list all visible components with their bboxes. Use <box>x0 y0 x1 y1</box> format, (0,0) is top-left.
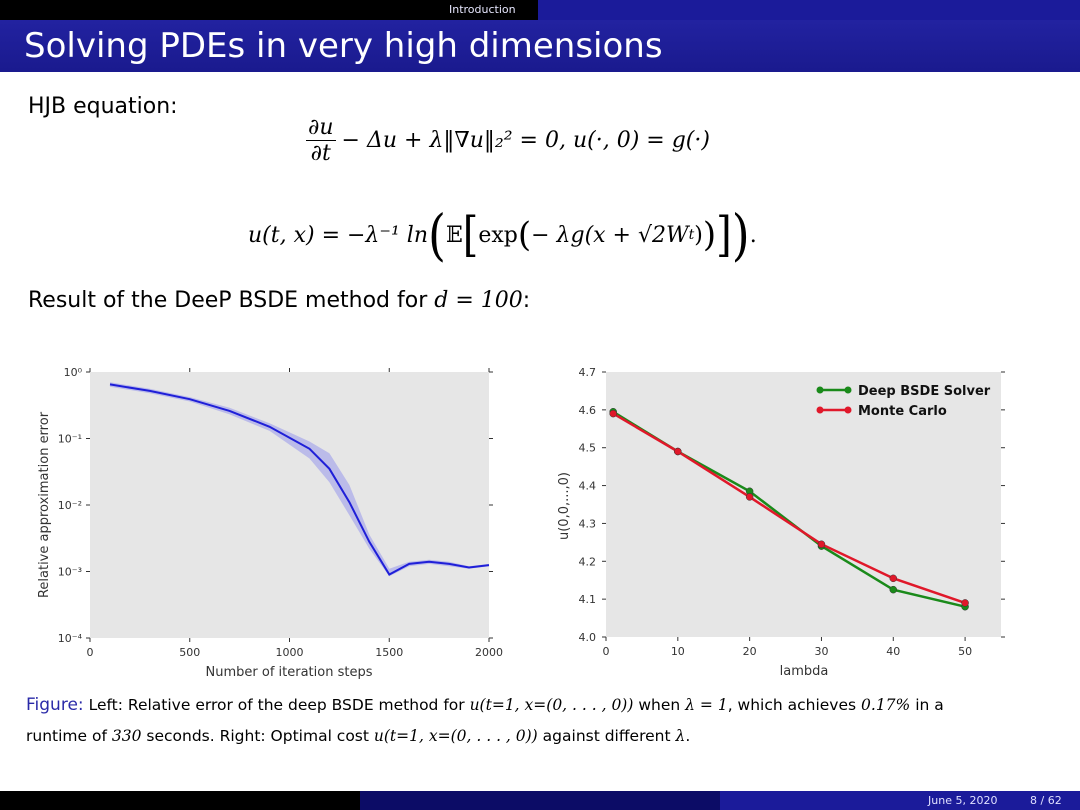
caption-l2-math3: λ <box>675 727 686 745</box>
right-x-tick-label: 30 <box>814 645 828 658</box>
frame-title: Solving PDEs in very high dimensions <box>24 26 663 66</box>
frame-title-bar: Solving PDEs in very high dimensions <box>0 20 1080 72</box>
nav-left-segment <box>0 0 538 20</box>
footer-right-segment: June 5, 2020 8 / 62 <box>720 791 1080 810</box>
caption-l1-math3: 0.17% <box>861 696 911 714</box>
figure-caption: Figure: Left: Relative error of the deep… <box>26 690 1056 752</box>
exp-argument: − λg(x + √2W <box>531 222 689 248</box>
right-y-axis-label: u(0,0,...,0) <box>557 472 572 540</box>
right-x-tick-label: 40 <box>886 645 900 658</box>
med-right-paren: ) <box>702 215 717 255</box>
legend-label-0: Deep BSDE Solver <box>858 384 991 399</box>
right-y-tick-label: 4.0 <box>579 631 597 644</box>
inner-close-paren: ) <box>694 222 703 248</box>
left-x-tick-label: 1500 <box>375 646 403 659</box>
figure-label: Figure: <box>26 695 84 715</box>
caption-l1-math2: λ = 1 <box>685 696 728 714</box>
hjb-equation-rest: − Δu + λ‖∇u‖₂² = 0, u(·, 0) = g(·) <box>341 128 710 153</box>
series-point-1 <box>817 540 826 548</box>
footer-page-number: 8 / 62 <box>1030 794 1062 807</box>
caption-l2b: seconds. Right: Optimal cost <box>146 727 369 745</box>
slide-footer: June 5, 2020 8 / 62 <box>0 791 1080 810</box>
left-x-tick-label: 500 <box>179 646 200 659</box>
result-text: Result of the DeeP BSDE method for <box>28 288 428 313</box>
series-point-1 <box>674 447 682 456</box>
result-heading: Result of the DeeP BSDE method for d = 1… <box>28 288 530 313</box>
big-right-paren: ) <box>731 202 750 268</box>
result-colon: : <box>522 288 531 313</box>
right-y-tick-label: 4.3 <box>579 517 597 530</box>
w-subscript: t <box>688 227 695 243</box>
right-x-tick-label: 0 <box>603 645 610 658</box>
series-point-1 <box>609 409 617 418</box>
left-x-tick-label: 2000 <box>475 646 503 659</box>
solution-formula: u(t, x) = −λ⁻¹ ln ( 𝔼 [ exp ( − λg(x + √… <box>248 207 757 262</box>
left-y-tick-label: 10⁻¹ <box>58 433 82 446</box>
med-left-paren: ( <box>517 215 532 255</box>
right-y-tick-label: 4.5 <box>579 442 597 455</box>
left-plot-area <box>90 372 489 638</box>
right-y-tick-label: 4.2 <box>579 555 597 568</box>
series-line-1 <box>612 412 966 605</box>
relative-error-line <box>109 383 490 576</box>
series-point-1 <box>961 599 969 607</box>
legend-marker-1 <box>816 406 824 414</box>
exp-operator: exp <box>478 222 518 248</box>
footer-middle-segment <box>360 791 720 810</box>
big-left-bracket: [ <box>462 207 479 263</box>
caption-l1d: in a <box>915 696 944 714</box>
right-x-tick-label: 20 <box>743 645 757 658</box>
legend-marker-0 <box>844 386 852 394</box>
legend-label-1: Monte Carlo <box>858 404 947 419</box>
section-navigation-bar: Introduction <box>0 0 1080 20</box>
right-x-tick-label: 10 <box>671 645 685 658</box>
right-y-tick-label: 4.7 <box>579 366 597 379</box>
relative-error-chart: 0 500 1000 1500 2000 10⁰ 10⁻¹ 10⁻² 10⁻³ 10⁻⁴ Numb… <box>37 366 503 680</box>
nav-section-link[interactable]: Introduction <box>449 3 516 16</box>
hjb-equation: ∂u ∂t − Δu + λ‖∇u‖₂² = 0, u(·, 0) = g(·) <box>306 115 710 166</box>
caption-l1b: when <box>638 696 681 714</box>
expectation-symbol: 𝔼 <box>445 222 463 248</box>
optimal-cost-chart: 0 10 20 30 40 50 4.0 4.1 4.2 4.3 4.4 4.5 4.6 4.7 Deep… <box>557 366 1005 679</box>
caption-l2-end: . <box>685 727 691 745</box>
series-point-1 <box>745 493 754 501</box>
caption-l2-math2: u(t=1, x=(0, . . . , 0)) <box>373 727 538 745</box>
left-x-tick-label: 1000 <box>276 646 304 659</box>
partial-derivative-fraction: ∂u ∂t <box>306 115 336 166</box>
left-y-tick-label: 10⁻³ <box>58 566 82 579</box>
right-x-tick-label: 50 <box>958 645 972 658</box>
caption-l2c: against different <box>542 727 671 745</box>
left-y-tick-label: 10⁻⁴ <box>58 632 83 645</box>
frac-denominator: ∂t <box>310 141 331 166</box>
formula-period: . <box>749 222 757 248</box>
right-y-tick-label: 4.1 <box>579 593 597 606</box>
caption-l2a: runtime of <box>26 727 107 745</box>
big-left-paren: ( <box>428 202 446 268</box>
frac-numerator: ∂u <box>306 115 336 141</box>
caption-l1-math1: u(t=1, x=(0, . . . , 0)) <box>469 696 634 714</box>
left-x-axis-label: Number of iteration steps <box>206 665 373 680</box>
left-y-tick-label: 10⁻² <box>58 499 82 512</box>
left-y-axis-label: Relative approximation error <box>37 411 52 598</box>
big-right-bracket: ] <box>716 207 732 263</box>
hjb-label: HJB equation: <box>28 94 178 119</box>
series-point-1 <box>889 574 898 583</box>
series-point-0 <box>889 585 898 594</box>
caption-l2-math1: 330 <box>111 727 142 745</box>
right-y-tick-label: 4.4 <box>579 480 597 493</box>
footer-date: June 5, 2020 <box>928 794 998 807</box>
left-y-tick-label: 10⁰ <box>64 366 83 379</box>
legend-marker-1 <box>844 406 852 414</box>
legend-marker-0 <box>816 386 824 394</box>
right-x-axis-label: lambda <box>780 664 829 679</box>
left-x-tick-label: 0 <box>87 646 94 659</box>
footer-left-segment <box>0 791 360 810</box>
solution-lhs: u(t, x) = −λ⁻¹ ln <box>248 222 428 248</box>
caption-l1c: , which achieves <box>727 696 857 714</box>
caption-l1a: Left: Relative error of the deep BSDE me… <box>88 696 465 714</box>
nav-right-segment <box>538 0 1080 20</box>
result-dimension: d = 100 <box>434 288 523 313</box>
right-y-tick-label: 4.6 <box>579 404 597 417</box>
